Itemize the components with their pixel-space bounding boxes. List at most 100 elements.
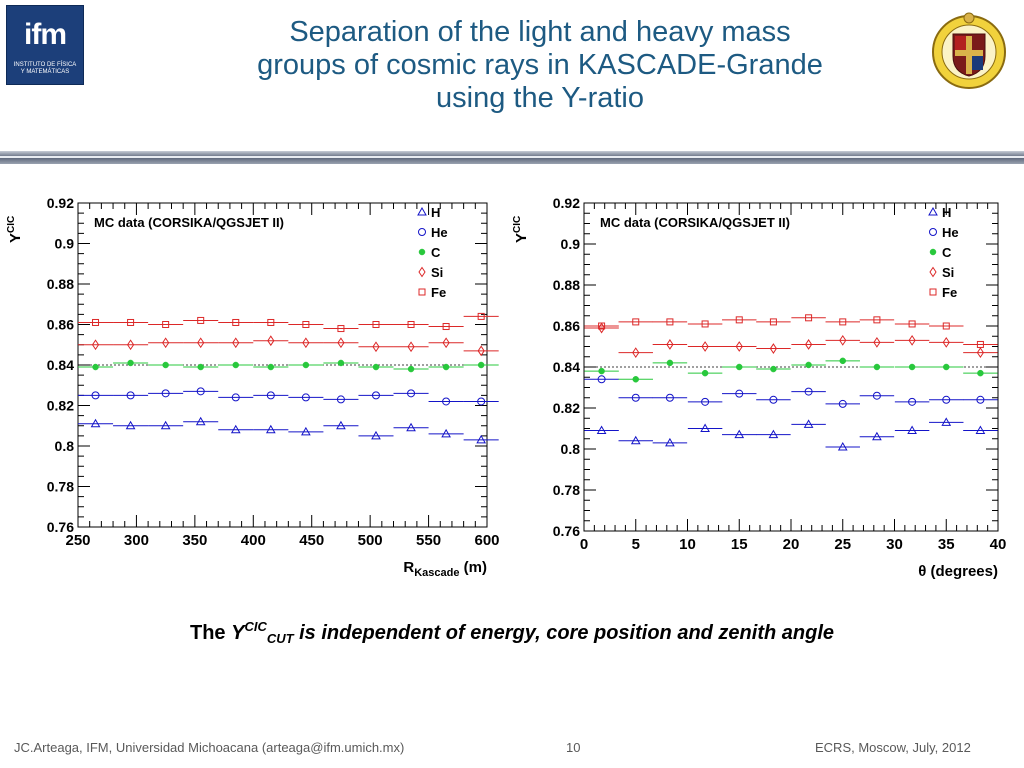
- conclusion-sup: CIC: [244, 619, 267, 634]
- legend-marker-Fe: [418, 288, 426, 296]
- data-point-H: [941, 417, 952, 426]
- x-tick-label: 600: [474, 532, 499, 549]
- data-point-Si: [302, 337, 310, 349]
- data-point-C: [337, 359, 345, 367]
- y-tick-label: 0.78: [553, 482, 580, 498]
- series-H: [78, 416, 499, 444]
- data-point-Si: [804, 339, 813, 350]
- data-point-Fe: [162, 321, 170, 328]
- data-point-Si: [477, 345, 485, 357]
- data-point-He: [976, 395, 985, 404]
- y-tick-label: 0.84: [553, 359, 580, 375]
- conclusion-prefix: The: [189, 622, 226, 644]
- data-point-Fe: [735, 316, 743, 324]
- data-point-He: [838, 399, 847, 408]
- x-tick-label: 350: [182, 532, 207, 549]
- data-point-H: [596, 425, 607, 435]
- data-point-H: [441, 428, 451, 438]
- data-point-C: [127, 359, 134, 367]
- data-point-Fe: [976, 340, 984, 348]
- data-point-Si: [337, 337, 345, 349]
- ifm-logo: ifm INSTITUTO DE FÍSICA Y MATEMÁTICAS: [6, 5, 84, 85]
- data-point-Fe: [805, 314, 813, 322]
- slide-title-line-3: using the Y-ratio: [436, 82, 644, 114]
- data-point-Si: [735, 341, 743, 352]
- x-tick-label: 250: [65, 532, 90, 549]
- data-point-Fe: [908, 320, 916, 328]
- x-tick-label: 5: [632, 536, 640, 553]
- data-point-Fe: [92, 318, 100, 326]
- data-point-C: [302, 361, 310, 369]
- data-point-Si: [372, 341, 380, 353]
- data-point-Si: [666, 339, 674, 350]
- series-Si: [78, 335, 499, 357]
- data-point-Fe: [197, 316, 205, 324]
- y-tick-label: 0.86: [47, 317, 74, 333]
- data-point-C: [232, 361, 240, 369]
- data-point-C: [943, 363, 950, 371]
- data-point-H: [907, 425, 917, 435]
- data-point-Si: [407, 341, 415, 353]
- data-point-H: [837, 441, 848, 451]
- data-point-C: [267, 363, 275, 371]
- x-tick-label: 500: [358, 532, 383, 549]
- chart-annotation: MC data (CORSIKA/QGSJET II): [600, 215, 790, 230]
- y-tick-label: 0.88: [47, 276, 74, 292]
- data-point-He: [631, 393, 640, 402]
- data-point-Fe: [302, 321, 310, 328]
- legend-marker-H: [928, 206, 938, 216]
- series-H: [584, 417, 998, 451]
- slide-conclusion: The YCICCUT is independent of energy, co…: [0, 619, 1024, 646]
- data-point-He: [665, 393, 674, 402]
- data-point-H: [195, 416, 206, 426]
- data-point-Fe: [632, 318, 640, 326]
- title-divider: [0, 151, 1024, 164]
- legend-marker-He: [418, 228, 426, 236]
- data-point-Fe: [267, 318, 275, 326]
- y-tick-label: 0.84: [47, 357, 74, 373]
- data-point-H: [665, 437, 675, 447]
- data-point-Si: [91, 339, 100, 351]
- data-point-Si: [442, 337, 450, 349]
- data-point-Fe: [477, 312, 485, 320]
- data-point-C: [666, 359, 674, 367]
- legend-label-C: C: [942, 245, 952, 260]
- data-point-Si: [632, 347, 640, 359]
- data-point-Fe: [232, 318, 240, 326]
- data-point-C: [805, 361, 812, 369]
- conclusion-rest: is independent of energy, core position …: [299, 622, 834, 644]
- y-tick-label: 0.9: [561, 236, 581, 252]
- slide-title-line-2: groups of cosmic rays in KASCADE-Grande: [257, 49, 823, 81]
- data-point-C: [977, 369, 984, 377]
- legend-label-H: H: [942, 205, 951, 220]
- data-point-Si: [769, 343, 778, 354]
- slide-title-line-1: Separation of the light and heavy mass: [289, 16, 791, 48]
- chart-y-vs-zenith-angle: 0.76 0.78 0.8 0.82 0.84 0.86 0.88 0.9 0.92 0 5 10 15…: [512, 195, 1006, 580]
- x-tick-label: 450: [299, 532, 324, 549]
- x-tick-label: 20: [783, 536, 800, 553]
- data-point-Si: [232, 337, 240, 349]
- legend-marker-Si: [929, 266, 937, 278]
- legend-label-Si: Si: [942, 265, 954, 280]
- x-tick-label: 10: [679, 536, 696, 553]
- data-point-Si: [942, 336, 950, 348]
- y-tick-label: 0.78: [47, 479, 74, 495]
- legend-label-He: He: [942, 225, 959, 240]
- data-point-H: [768, 429, 779, 439]
- data-point-C: [197, 363, 204, 371]
- x-axis-label-main: R: [403, 559, 414, 576]
- x-tick-label: 300: [124, 532, 149, 549]
- data-point-He: [371, 391, 380, 400]
- data-point-Si: [839, 334, 847, 346]
- data-point-C: [908, 363, 916, 371]
- data-point-Si: [908, 334, 916, 346]
- y-axis-label-sup: CIC: [512, 216, 523, 233]
- y-tick-label: 0.88: [553, 277, 580, 293]
- data-point-C: [701, 369, 709, 377]
- data-point-He: [407, 389, 416, 398]
- data-point-C: [873, 363, 881, 371]
- data-point-Si: [976, 347, 985, 359]
- y-axis-label-main: Y: [513, 233, 530, 243]
- data-point-H: [371, 430, 381, 440]
- data-point-He: [597, 375, 606, 384]
